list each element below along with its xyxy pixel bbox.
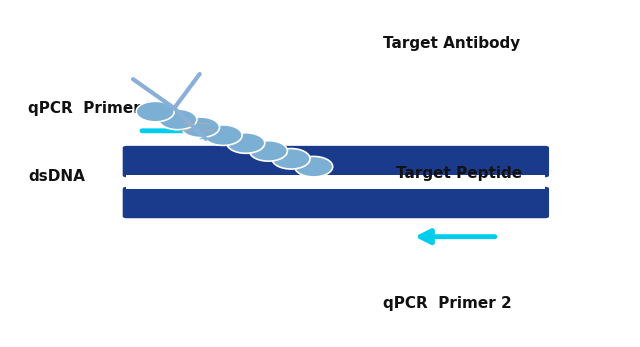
Text: qPCR  Primer 2: qPCR Primer 2 (383, 296, 512, 311)
Text: dsDNA: dsDNA (28, 169, 85, 184)
Circle shape (204, 125, 242, 145)
Circle shape (250, 141, 287, 161)
FancyBboxPatch shape (123, 187, 549, 218)
Circle shape (294, 156, 333, 177)
Circle shape (182, 117, 220, 137)
Bar (127, 175, 545, 189)
Circle shape (227, 133, 265, 153)
Text: Target Antibody: Target Antibody (383, 36, 521, 51)
Text: qPCR  Primer 1: qPCR Primer 1 (28, 101, 157, 116)
Circle shape (136, 101, 174, 122)
Circle shape (272, 149, 310, 169)
FancyBboxPatch shape (123, 146, 549, 177)
Circle shape (159, 109, 197, 130)
Text: Target Peptide: Target Peptide (396, 166, 522, 181)
